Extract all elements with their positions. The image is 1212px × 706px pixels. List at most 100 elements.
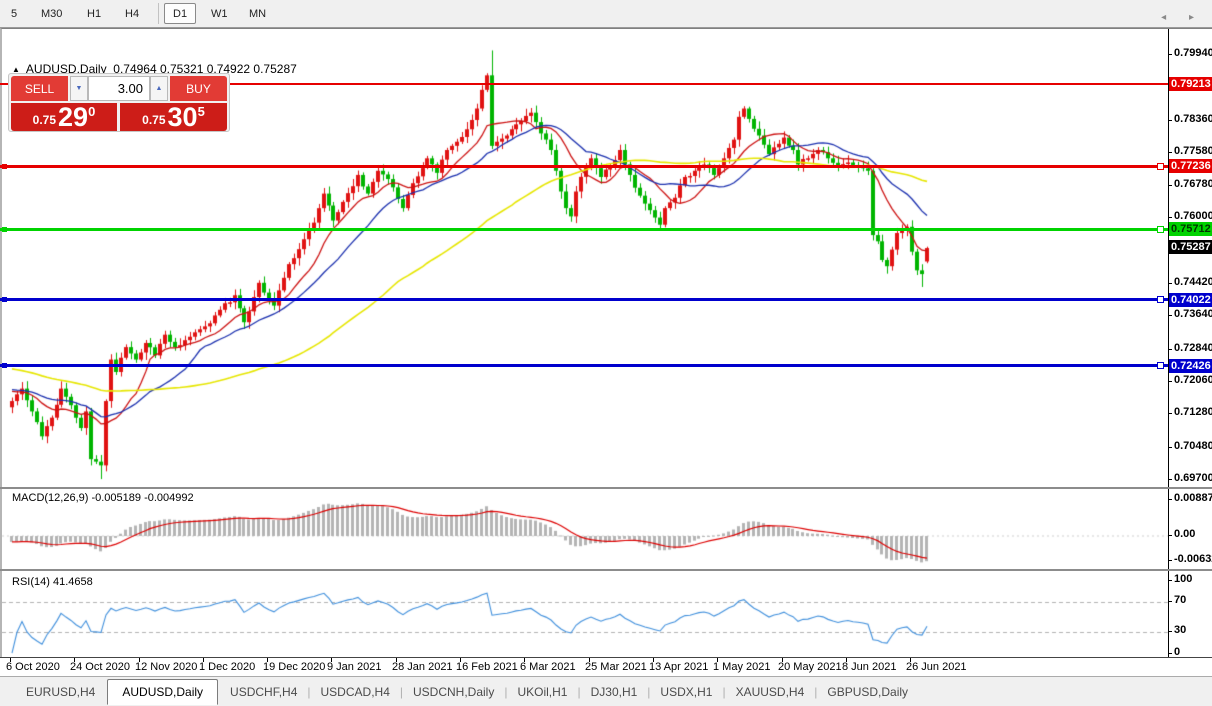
buy-price-display[interactable]: 0.75 30 5 (120, 103, 227, 131)
timeframe-button-w1[interactable]: W1 (211, 7, 228, 20)
time-axis-tickmark (10, 658, 11, 662)
price-axis-tickmark (1168, 478, 1172, 480)
horizontal-level-line[interactable] (0, 364, 1168, 367)
horizontal-level-line[interactable] (0, 298, 1168, 301)
panel-separator-rsi[interactable] (0, 569, 1212, 571)
time-axis-date-label: 25 Mar 2021 (585, 661, 647, 673)
time-axis-date-label: 20 May 2021 (778, 661, 842, 673)
level-price-badge: 0.79213 (1169, 77, 1212, 91)
sell-button[interactable]: SELL (11, 76, 68, 101)
chart-tab-usdx[interactable]: USDX,H1 (660, 684, 713, 699)
tab-separator: | (814, 684, 818, 699)
time-axis-tickmark (653, 658, 654, 662)
timeframe-button-h1[interactable]: H1 (87, 7, 102, 20)
price-axis-tickmark (1168, 380, 1172, 382)
current-price-badge: 0.75287 (1169, 240, 1212, 254)
price-axis-tick-label: 0.76000 (1174, 210, 1212, 223)
tab-separator: | (722, 684, 726, 699)
macd-axis-tick-label: 0.00 (1174, 528, 1196, 540)
level-line-left-marker[interactable] (2, 297, 7, 302)
time-axis-border (0, 657, 1212, 658)
chart-tab-usdchf[interactable]: USDCHF,H4 (230, 684, 298, 699)
price-axis-tick-label: 0.77580 (1174, 144, 1212, 157)
rsi-axis-tickmark (1168, 601, 1172, 602)
timeframe-button-m30[interactable]: M30 (41, 7, 63, 20)
level-line-drag-handle[interactable] (1157, 226, 1164, 233)
price-axis-tick-label: 0.70480 (1174, 439, 1212, 452)
time-axis-tickmark (524, 658, 525, 662)
volume-decrease-button[interactable]: ▼ (70, 76, 88, 101)
sell-price-display[interactable]: 0.75 29 0 (11, 103, 117, 131)
toolbar-separator (158, 3, 159, 24)
chart-tab-audusd[interactable]: AUDUSD,Daily (107, 678, 219, 705)
level-line-drag-handle[interactable] (1157, 362, 1164, 369)
level-line-left-marker[interactable] (2, 227, 7, 232)
horizontal-level-line[interactable] (0, 83, 1168, 85)
level-line-left-marker[interactable] (2, 164, 7, 169)
tab-separator: | (647, 684, 651, 699)
chart-symbol-label: AUDUSD,Daily (25, 62, 107, 76)
time-axis-tickmark (589, 658, 590, 662)
timeframe-button-5[interactable]: 5 (11, 7, 18, 20)
timeframe-button-mn[interactable]: MN (249, 7, 267, 20)
macd-indicator-canvas[interactable] (2, 490, 1170, 570)
price-axis-tickmark (1168, 348, 1172, 350)
time-axis-date-label: 12 Nov 2020 (135, 661, 198, 673)
price-axis-tickmark (1168, 217, 1172, 219)
macd-axis-tick-label: -0.00632 (1174, 553, 1212, 565)
level-line-drag-handle[interactable] (1157, 296, 1164, 303)
price-axis-border (1168, 29, 1169, 658)
tab-separator: | (307, 684, 311, 699)
rsi-axis-tick-label: 70 (1174, 594, 1187, 606)
panel-separator-macd[interactable] (0, 487, 1212, 489)
rsi-indicator-canvas[interactable] (2, 573, 1170, 658)
sell-price-prefix: 0.75 (32, 113, 57, 127)
collapse-panel-icon[interactable]: ▲ (12, 65, 20, 74)
price-axis-tickmark (1168, 119, 1172, 121)
time-axis-date-label: 13 Apr 2021 (649, 661, 709, 673)
horizontal-level-line[interactable] (0, 165, 1168, 168)
chart-tab-dj30[interactable]: DJ30,H1 (590, 684, 638, 699)
chart-tab-gbpusd[interactable]: GBPUSD,Daily (827, 684, 909, 699)
price-axis-tick-label: 0.72060 (1174, 373, 1212, 386)
chart-tab-usdcnh[interactable]: USDCNH,Daily (413, 684, 495, 699)
timeframe-button-h4[interactable]: H4 (125, 7, 140, 20)
time-axis-date-label: 19 Dec 2020 (263, 661, 326, 673)
price-axis-tick-label: 0.69700 (1174, 471, 1212, 484)
price-axis-tickmark (1168, 283, 1172, 285)
chart-tab-eurusd[interactable]: EURUSD,H4 (26, 684, 96, 699)
tab-separator: | (577, 684, 581, 699)
rsi-axis-tick-label: 0 (1174, 646, 1181, 658)
macd-axis-tick-label: 0.008871 (1174, 492, 1212, 504)
chart-tab-usdcad[interactable]: USDCAD,H4 (320, 684, 390, 699)
time-axis-tickmark (267, 658, 268, 662)
time-axis-date-label: 26 Jun 2021 (906, 661, 967, 673)
volume-increase-button[interactable]: ▲ (150, 76, 168, 101)
time-axis-date-label: 1 May 2021 (713, 661, 771, 673)
level-line-drag-handle[interactable] (1157, 163, 1164, 170)
buy-price-prefix: 0.75 (142, 113, 166, 127)
volume-input[interactable]: 3.00 (88, 76, 150, 101)
time-axis-tickmark (782, 658, 783, 662)
price-axis-tick-label: 0.71280 (1174, 406, 1212, 419)
price-axis-tick-label: 0.79940 (1174, 47, 1212, 59)
tab-scroll-arrows-icon[interactable]: ◂ ▸ (1161, 12, 1204, 23)
price-axis-tick-label: 0.73640 (1174, 308, 1212, 321)
one-click-trade-panel: SELL ▼ 3.00 ▲ BUY 0.75 29 0 0.75 30 5 (8, 73, 230, 132)
chart-ohlc-values: 0.74964 0.75321 0.74922 0.75287 (113, 62, 297, 76)
price-axis-tickmark (1168, 413, 1172, 415)
time-axis-date-label: 1 Dec 2020 (199, 661, 256, 673)
time-axis-tickmark (717, 658, 718, 662)
timeframe-button-d1[interactable]: D1 (164, 3, 197, 24)
time-axis-tickmark (460, 658, 461, 662)
time-axis-tickmark (331, 658, 332, 662)
macd-axis-tickmark (1168, 535, 1172, 536)
chart-tab-ukoil[interactable]: UKOil,H1 (517, 684, 568, 699)
chart-tab-xauusd[interactable]: XAUUSD,H4 (735, 684, 805, 699)
buy-button[interactable]: BUY (170, 76, 227, 101)
price-axis-tick-label: 0.76780 (1174, 178, 1212, 191)
tab-separator: | (399, 684, 403, 699)
level-line-left-marker[interactable] (2, 363, 7, 368)
price-axis-tick-label: 0.72840 (1174, 341, 1212, 354)
horizontal-level-line[interactable] (0, 228, 1168, 231)
